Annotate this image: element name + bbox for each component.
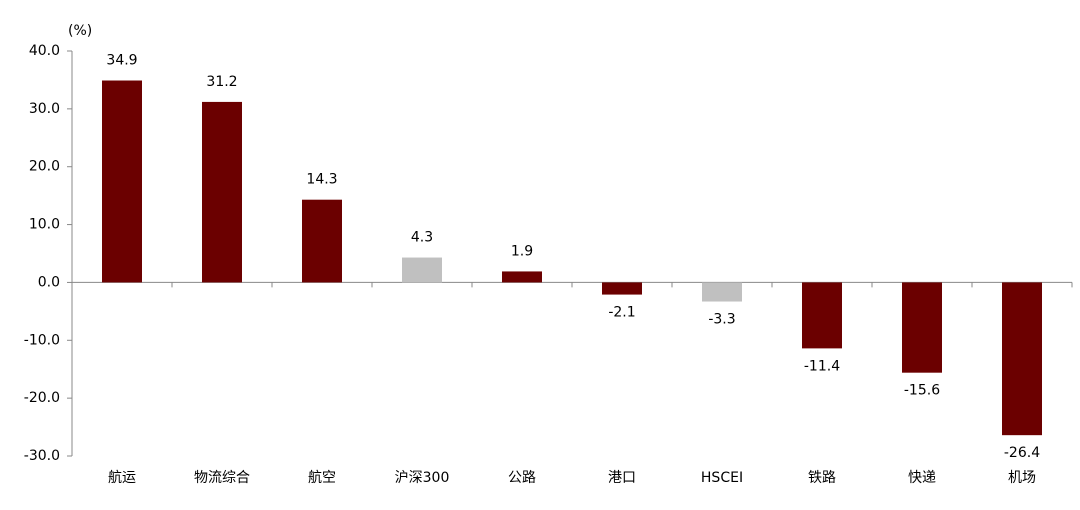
bar <box>202 101 242 283</box>
x-tick-label: 航运 <box>108 470 136 486</box>
bar <box>302 199 342 283</box>
x-tick-label: 物流综合 <box>194 470 250 486</box>
value-label: 34.9 <box>106 53 137 69</box>
bar <box>102 80 142 283</box>
y-tick-label: -10.0 <box>24 332 60 348</box>
x-tick-label: HSCEI <box>701 470 743 486</box>
bar <box>402 257 442 283</box>
bar <box>702 282 742 302</box>
bar <box>502 271 542 283</box>
value-label: -26.4 <box>1004 445 1040 461</box>
value-label: 1.9 <box>511 243 533 259</box>
x-tick-label: 港口 <box>608 470 636 486</box>
y-tick-label: -20.0 <box>24 390 60 406</box>
unit-label: (%) <box>68 23 92 39</box>
x-tick-label: 机场 <box>1008 470 1036 486</box>
bar <box>1002 282 1042 436</box>
x-tick-label: 铁路 <box>808 470 836 486</box>
value-label: -15.6 <box>904 383 940 399</box>
value-label: 14.3 <box>306 172 337 188</box>
value-label: -2.1 <box>608 305 635 321</box>
value-label: -11.4 <box>804 358 840 374</box>
y-tick-label: -30.0 <box>24 448 60 464</box>
x-tick-label: 航空 <box>308 470 336 486</box>
y-tick-label: 30.0 <box>29 101 60 117</box>
y-tick-label: 0.0 <box>38 274 60 290</box>
bar <box>902 282 942 373</box>
bar <box>602 282 642 295</box>
value-label: 31.2 <box>206 74 237 90</box>
x-tick-label: 快递 <box>908 470 936 486</box>
x-tick-label: 沪深300 <box>395 470 450 486</box>
y-tick-label: 40.0 <box>29 43 60 59</box>
x-tick-label: 公路 <box>508 470 536 486</box>
bar <box>802 282 842 349</box>
value-label: 4.3 <box>411 230 433 246</box>
value-label: -3.3 <box>708 312 735 328</box>
y-tick-label: 20.0 <box>29 159 60 175</box>
y-tick-label: 10.0 <box>29 217 60 233</box>
